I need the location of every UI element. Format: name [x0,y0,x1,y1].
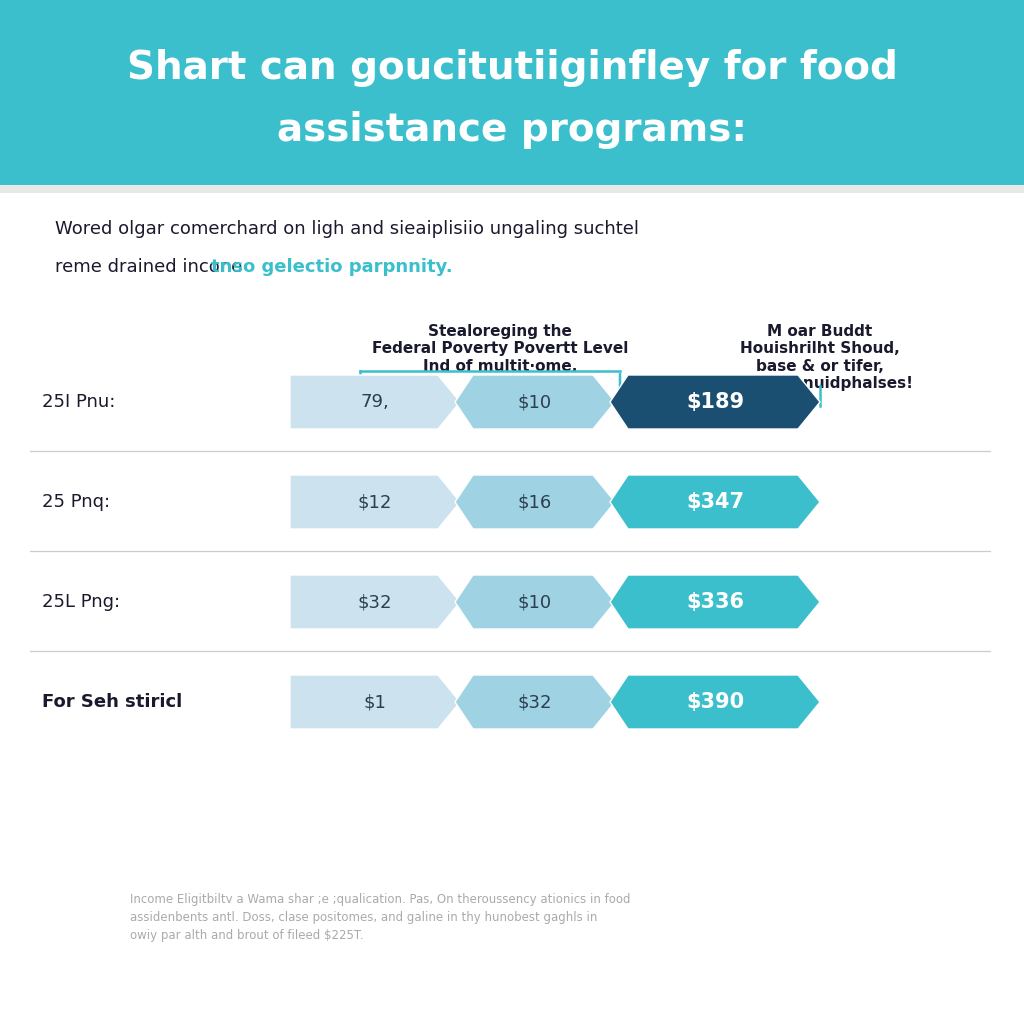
Polygon shape [290,675,460,729]
Text: 79,: 79, [360,393,389,411]
Polygon shape [455,475,615,529]
Polygon shape [610,675,820,729]
Polygon shape [610,575,820,629]
Text: $347: $347 [686,492,744,512]
Text: 25L Png:: 25L Png: [42,593,120,611]
Text: $32: $32 [518,693,552,711]
Text: $189: $189 [686,392,744,412]
Text: Wored olgar comerchard on ligh and sieaiplisiio ungaling suchtel: Wored olgar comerchard on ligh and sieai… [55,220,639,238]
Text: Shart can goucitutiiginfley for food: Shart can goucitutiiginfley for food [127,49,897,87]
Text: 25 Pnq:: 25 Pnq: [42,493,111,511]
Text: Stealoreging the
Federal Poverty Povertt Level
Ind of multit·ome.: Stealoreging the Federal Poverty Povertt… [372,324,628,374]
Text: assistance programs:: assistance programs: [278,111,746,150]
Polygon shape [455,675,615,729]
Text: $1: $1 [364,693,386,711]
Text: M oar Buddt
Houishrilht Shoud,
base & or tifer,
and to a nuidphalses!: M oar Buddt Houishrilht Shoud, base & or… [727,324,913,391]
Text: $12: $12 [357,493,392,511]
Text: tnso gelectio parpnnity.: tnso gelectio parpnnity. [211,258,453,276]
Polygon shape [290,375,460,429]
Text: For Seh stiricl: For Seh stiricl [42,693,182,711]
Polygon shape [0,0,1024,185]
Text: owiy par alth and brout of fileed $225T.: owiy par alth and brout of fileed $225T. [130,929,364,942]
Text: $10: $10 [518,593,552,611]
Polygon shape [610,475,820,529]
Polygon shape [610,375,820,429]
Text: assidenbents antl. Doss, clase positomes, and galine in thy hunobest gaghls in: assidenbents antl. Doss, clase positomes… [130,911,597,924]
Text: 25I Pnu:: 25I Pnu: [42,393,116,411]
Text: $32: $32 [357,593,392,611]
Text: Income Eligitbiltv a Wama shar ;e ;qualication. Pas, On theroussency ationics in: Income Eligitbiltv a Wama shar ;e ;quali… [130,893,631,906]
Text: $390: $390 [686,692,744,712]
Polygon shape [455,575,615,629]
Bar [0,185,1024,193]
Polygon shape [290,475,460,529]
Text: $336: $336 [686,592,744,612]
Text: reme drained incone: reme drained incone [55,258,248,276]
Polygon shape [455,375,615,429]
Text: $16: $16 [518,493,552,511]
Polygon shape [290,575,460,629]
Text: $10: $10 [518,393,552,411]
